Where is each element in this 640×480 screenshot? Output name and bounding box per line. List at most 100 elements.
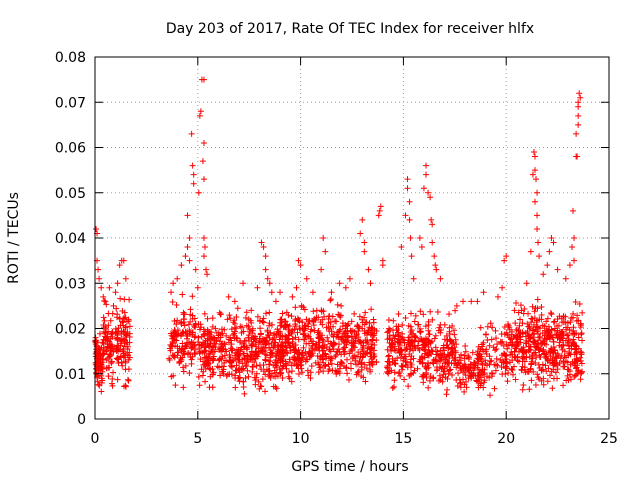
data-point (249, 327, 256, 334)
data-point (109, 382, 116, 389)
data-point (170, 372, 177, 379)
data-point (200, 235, 207, 241)
data-point (437, 275, 444, 282)
data-point (119, 318, 126, 325)
data-point (176, 359, 183, 366)
data-point (219, 368, 226, 375)
data-point (530, 149, 537, 156)
data-point (560, 358, 567, 365)
data-point (361, 239, 368, 246)
data-point (570, 207, 577, 214)
data-point (420, 185, 427, 192)
data-point (579, 337, 586, 344)
data-point (95, 266, 102, 273)
data-point (390, 383, 397, 390)
data-point (558, 352, 565, 359)
data-point (114, 376, 121, 383)
data-point (408, 253, 415, 260)
data-point (470, 359, 477, 366)
data-point (295, 365, 302, 372)
data-point (181, 322, 188, 329)
data-point (396, 349, 403, 356)
data-point (519, 386, 526, 393)
data-point (411, 367, 418, 374)
data-point (538, 340, 545, 347)
data-point (260, 315, 267, 322)
data-point (557, 330, 564, 337)
data-point (474, 364, 481, 371)
data-point (325, 368, 332, 375)
data-point (303, 356, 310, 363)
data-point (576, 300, 583, 307)
data-point (515, 358, 522, 365)
data-point (243, 337, 250, 344)
data-point (200, 253, 207, 260)
data-point (233, 313, 240, 320)
data-point (308, 362, 315, 369)
data-point (179, 291, 186, 298)
data-point (515, 327, 522, 334)
data-point (226, 312, 233, 319)
data-point (524, 320, 531, 327)
data-point (254, 284, 261, 291)
data-point (208, 329, 215, 336)
data-point (514, 353, 521, 360)
data-point (540, 347, 547, 354)
data-point (109, 310, 116, 317)
data-point (269, 370, 276, 377)
data-point (118, 353, 125, 360)
data-point (229, 347, 236, 354)
data-point (243, 309, 250, 316)
data-point (574, 153, 581, 160)
data-point (538, 303, 545, 310)
data-point (401, 339, 408, 346)
data-point (548, 357, 555, 364)
data-point (454, 383, 461, 390)
data-point (572, 372, 579, 379)
data-point (369, 345, 376, 352)
data-point (103, 365, 110, 372)
data-point (490, 344, 497, 351)
data-point (201, 348, 208, 355)
data-point (416, 235, 423, 241)
data-point (550, 343, 557, 350)
data-point (233, 367, 240, 374)
data-point (361, 321, 368, 328)
data-point (461, 369, 468, 376)
data-point (548, 311, 555, 318)
data-point (404, 185, 411, 192)
data-point (100, 293, 107, 300)
data-point (560, 382, 567, 389)
data-point (200, 176, 207, 183)
data-point (240, 340, 247, 347)
data-point (231, 320, 238, 327)
data-point (96, 330, 103, 337)
data-point (272, 383, 279, 390)
data-point (262, 388, 269, 395)
data-point (200, 362, 207, 369)
data-point (358, 364, 365, 371)
data-point (528, 358, 535, 365)
data-point (108, 358, 115, 365)
data-point (282, 358, 289, 365)
data-point (103, 301, 110, 308)
data-point (197, 356, 204, 363)
data-point (192, 266, 199, 273)
data-point (519, 329, 526, 336)
data-point (279, 375, 286, 382)
data-point (216, 346, 223, 353)
data-point (327, 323, 334, 330)
data-point (574, 312, 581, 319)
data-point (448, 338, 455, 345)
data-point (122, 275, 129, 282)
data-point (533, 344, 540, 351)
data-point (209, 384, 216, 391)
data-point (197, 108, 204, 115)
data-point (166, 357, 173, 364)
data-point (361, 248, 368, 255)
data-point (333, 348, 340, 355)
data-point (308, 338, 315, 345)
data-point (550, 338, 557, 345)
data-point (282, 324, 289, 331)
